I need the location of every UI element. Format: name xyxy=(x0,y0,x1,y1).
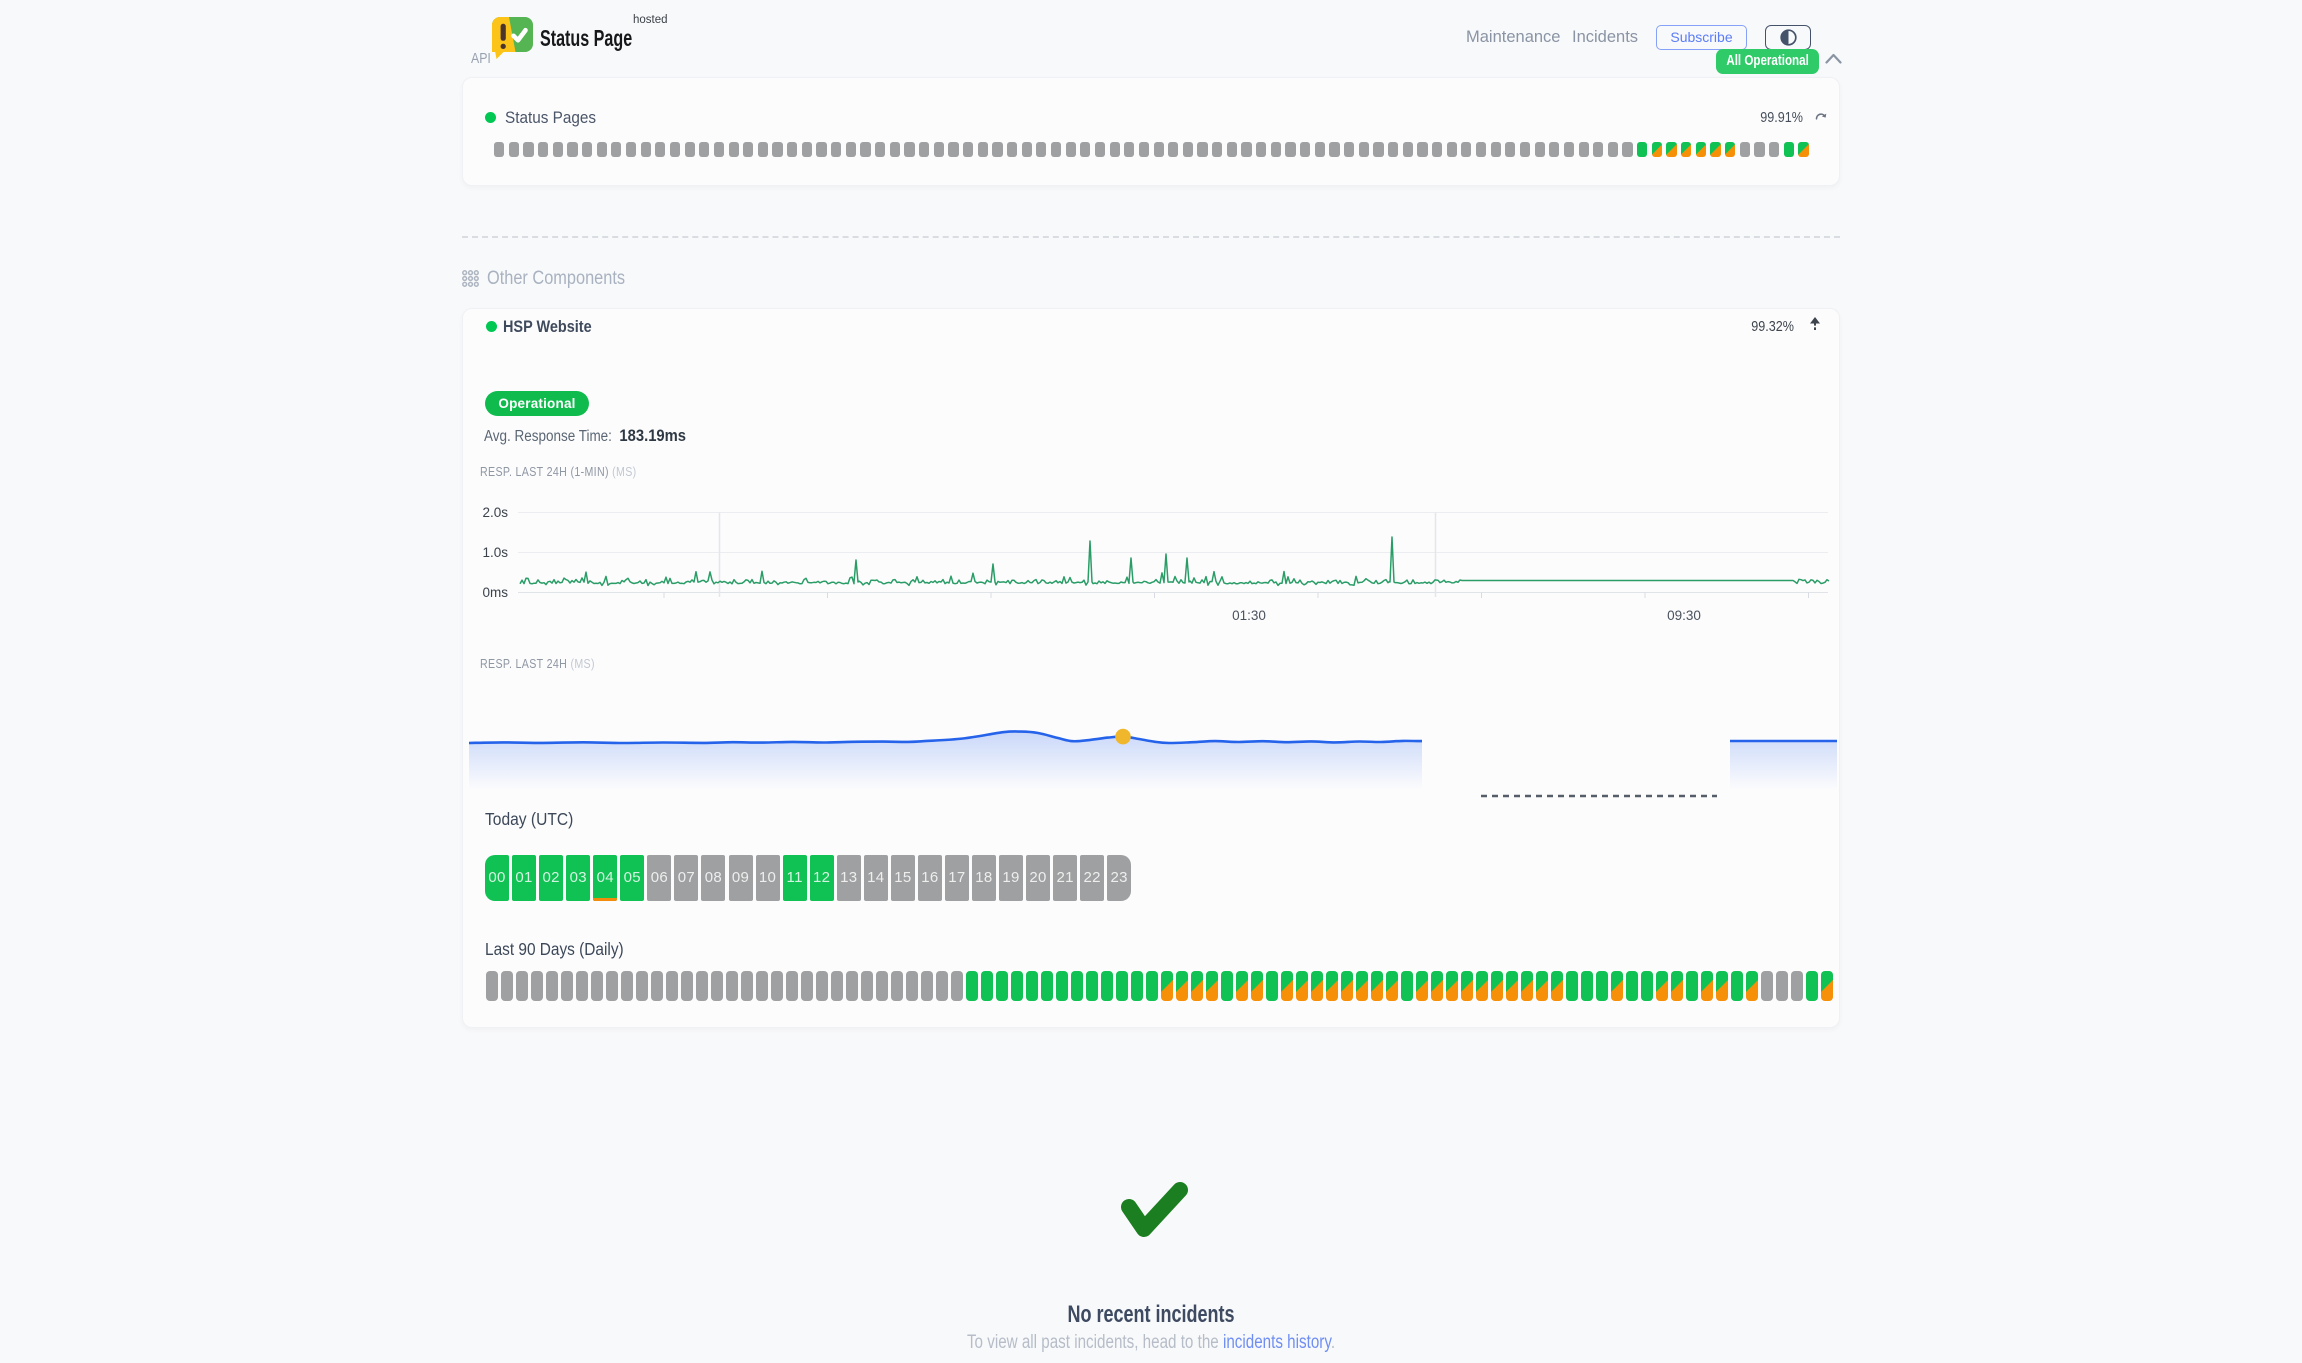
svg-text:2.0s: 2.0s xyxy=(482,505,508,520)
svg-text:0ms: 0ms xyxy=(482,585,508,600)
svg-text:09:30: 09:30 xyxy=(1667,608,1701,623)
svg-text:1.0s: 1.0s xyxy=(482,545,508,560)
svg-text:01:30: 01:30 xyxy=(1232,608,1266,623)
